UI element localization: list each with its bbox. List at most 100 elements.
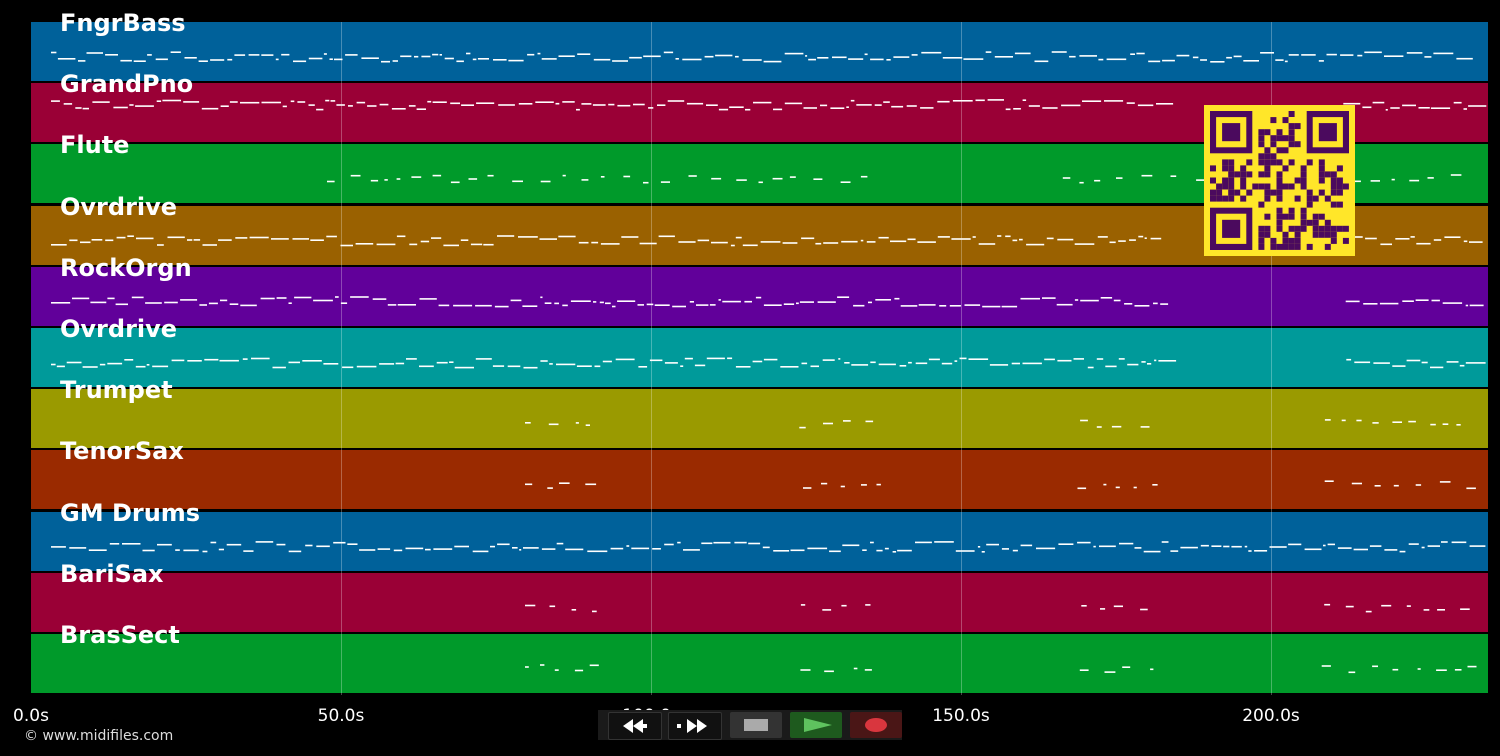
note bbox=[1094, 180, 1101, 182]
note bbox=[1269, 545, 1287, 548]
note bbox=[240, 102, 260, 104]
note bbox=[1122, 666, 1131, 668]
note bbox=[1456, 424, 1461, 426]
note bbox=[316, 108, 324, 111]
note bbox=[575, 422, 579, 424]
note bbox=[350, 295, 369, 298]
note bbox=[784, 52, 804, 55]
note bbox=[762, 546, 770, 548]
note bbox=[1288, 543, 1302, 545]
note bbox=[1127, 363, 1139, 366]
note bbox=[911, 54, 918, 56]
note bbox=[805, 55, 808, 57]
note bbox=[540, 296, 543, 298]
note bbox=[80, 241, 91, 243]
note bbox=[1248, 549, 1252, 552]
note bbox=[325, 99, 330, 102]
note bbox=[1348, 671, 1356, 674]
note bbox=[850, 100, 855, 102]
note bbox=[1406, 359, 1421, 362]
note bbox=[1109, 241, 1116, 243]
track-row[interactable]: FngrBass bbox=[31, 11, 1488, 81]
note bbox=[450, 102, 460, 105]
note bbox=[1097, 235, 1108, 238]
track-row[interactable]: GM Drums bbox=[31, 501, 1488, 571]
note bbox=[1433, 238, 1442, 241]
note bbox=[657, 104, 666, 107]
note bbox=[91, 238, 103, 241]
note bbox=[510, 299, 522, 301]
note bbox=[218, 548, 224, 550]
note bbox=[763, 358, 778, 361]
note bbox=[1362, 106, 1372, 109]
note bbox=[1430, 107, 1451, 110]
note bbox=[1469, 240, 1483, 243]
note bbox=[617, 105, 631, 107]
note bbox=[525, 422, 531, 424]
rewind-button[interactable] bbox=[608, 712, 662, 740]
note bbox=[581, 179, 589, 182]
track-row[interactable]: RockOrgn bbox=[31, 256, 1488, 326]
note bbox=[968, 358, 989, 360]
note bbox=[220, 299, 228, 301]
note bbox=[1243, 60, 1259, 62]
note bbox=[585, 424, 590, 427]
note bbox=[109, 542, 120, 545]
note bbox=[891, 106, 904, 108]
note bbox=[1130, 53, 1135, 55]
note bbox=[142, 549, 155, 551]
note bbox=[1343, 103, 1361, 105]
track-row[interactable]: Trumpet bbox=[31, 378, 1488, 449]
note bbox=[82, 366, 98, 368]
note bbox=[1119, 542, 1134, 544]
note bbox=[1077, 487, 1087, 490]
note bbox=[456, 60, 464, 63]
track-row[interactable]: Ovrdrive bbox=[31, 317, 1488, 387]
note bbox=[592, 610, 597, 612]
note bbox=[1469, 544, 1486, 547]
note bbox=[1098, 58, 1104, 61]
note bbox=[736, 179, 747, 182]
note bbox=[345, 54, 358, 56]
note bbox=[539, 237, 557, 240]
record-button[interactable] bbox=[850, 712, 902, 738]
play-button[interactable] bbox=[790, 712, 842, 738]
qr-code[interactable] bbox=[1204, 105, 1355, 256]
note bbox=[1463, 108, 1467, 110]
note bbox=[1176, 54, 1190, 57]
stop-button[interactable] bbox=[730, 712, 782, 738]
track-row[interactable]: BariSax bbox=[31, 562, 1488, 632]
note bbox=[432, 101, 447, 104]
note bbox=[1073, 358, 1084, 360]
note bbox=[1161, 540, 1169, 543]
note bbox=[928, 358, 940, 361]
note bbox=[1430, 366, 1444, 369]
note bbox=[701, 542, 713, 544]
note bbox=[915, 362, 928, 365]
note bbox=[807, 547, 828, 549]
note bbox=[235, 236, 248, 239]
note bbox=[396, 178, 401, 181]
note bbox=[1034, 60, 1049, 63]
note bbox=[199, 303, 207, 306]
time-tick-label: 200.0s bbox=[1242, 706, 1300, 726]
note bbox=[941, 362, 953, 365]
note bbox=[164, 301, 178, 304]
note bbox=[706, 357, 725, 360]
track-row[interactable]: BrasSect bbox=[31, 623, 1488, 693]
grid-line bbox=[651, 22, 652, 695]
note bbox=[408, 105, 416, 107]
note bbox=[954, 360, 958, 362]
note bbox=[571, 608, 577, 611]
note bbox=[1409, 180, 1420, 182]
note bbox=[643, 55, 661, 58]
note bbox=[1451, 541, 1467, 543]
note bbox=[878, 363, 896, 366]
fast-forward-button[interactable] bbox=[668, 712, 722, 740]
note bbox=[876, 549, 883, 551]
note bbox=[308, 104, 315, 107]
note bbox=[649, 359, 663, 362]
track-row[interactable]: TenorSax bbox=[31, 439, 1488, 510]
note bbox=[558, 235, 576, 237]
note bbox=[393, 549, 403, 551]
